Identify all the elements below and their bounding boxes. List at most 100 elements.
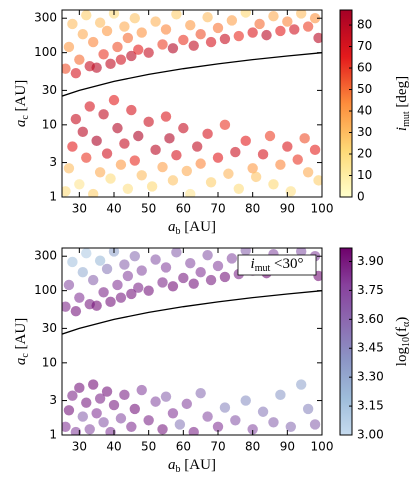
point (150, 396, 161, 407)
point (285, 421, 296, 432)
x-tick-label: 50 (141, 202, 156, 216)
label-part: [AU] (13, 80, 29, 115)
y-tick-label: 10 (42, 355, 57, 369)
x-tick-label: 70 (210, 202, 225, 216)
point (257, 406, 269, 417)
label-part: <30° (270, 256, 303, 272)
label-part: [AU] (181, 457, 216, 473)
point (226, 253, 238, 264)
point (247, 424, 258, 435)
label-part: a (13, 120, 29, 128)
point (91, 62, 102, 73)
point (98, 109, 109, 120)
point (275, 389, 286, 401)
point (205, 177, 217, 188)
point (195, 158, 206, 169)
point (174, 419, 186, 430)
x-tick-label: 60 (176, 440, 191, 454)
point (63, 279, 75, 291)
point (143, 47, 154, 58)
point (108, 399, 120, 411)
colorbar-tick-label: 30 (357, 125, 372, 139)
label-part: [deg] (394, 76, 410, 111)
point (112, 279, 123, 291)
point (264, 130, 276, 142)
point (129, 251, 140, 262)
x-tick-label: 40 (106, 440, 121, 454)
point (195, 29, 206, 40)
point (88, 274, 99, 286)
y-tick-label: 30 (42, 321, 57, 335)
point (185, 20, 196, 31)
x-tick-label: 70 (210, 440, 225, 454)
label-part: (f (394, 327, 410, 337)
point (160, 111, 172, 122)
point (115, 413, 127, 424)
point (62, 63, 71, 74)
point (202, 11, 213, 23)
point (88, 36, 99, 48)
subscript: α (401, 321, 412, 327)
point (219, 33, 231, 45)
point (302, 21, 314, 32)
colorbar (339, 9, 353, 198)
point (129, 13, 140, 24)
point (185, 188, 196, 197)
point (146, 181, 158, 192)
colorbar-tick-label: 3.75 (357, 283, 384, 297)
point (101, 148, 113, 159)
point (299, 133, 310, 144)
colorbar-tick-label: 60 (357, 61, 372, 75)
point (91, 408, 102, 419)
x-tick-label: 90 (280, 202, 295, 216)
point (133, 282, 144, 293)
point (261, 29, 272, 41)
colorbar-tick-label: 40 (357, 104, 372, 118)
y-tick-label: 100 (34, 45, 57, 59)
point (205, 36, 217, 48)
point (240, 10, 251, 18)
label-part: a (168, 457, 176, 473)
y-tick-label: 100 (34, 283, 57, 297)
plot-frame (61, 247, 323, 436)
point (171, 149, 182, 161)
point (115, 292, 127, 303)
point (101, 263, 113, 275)
x-tick-label: 90 (280, 440, 295, 454)
point (81, 152, 92, 163)
point (167, 43, 179, 54)
point (195, 387, 206, 399)
colorbar-tick-label: 3.90 (357, 254, 384, 268)
point (70, 113, 82, 125)
point (77, 411, 89, 422)
point (112, 122, 123, 134)
y-axis-label: ac [AU] (13, 318, 31, 365)
point (143, 116, 154, 128)
point (143, 415, 154, 426)
y-tick-label: 300 (34, 11, 57, 25)
point (230, 415, 241, 426)
label-part: a (13, 358, 29, 366)
subscript: c (20, 115, 31, 120)
label-part: ) (394, 317, 410, 322)
point (112, 41, 123, 53)
point (268, 417, 279, 428)
point (275, 25, 286, 37)
point (70, 426, 82, 435)
point (126, 104, 137, 116)
point (230, 146, 241, 158)
point (136, 27, 147, 38)
subscript: b (176, 464, 181, 475)
point (88, 188, 99, 197)
point (150, 254, 161, 265)
point (233, 30, 244, 42)
point (67, 390, 78, 401)
point (81, 10, 92, 21)
point (63, 405, 75, 416)
point (119, 21, 130, 32)
colorbar-label: log10(fα) (394, 317, 412, 366)
point (157, 161, 168, 173)
point (285, 186, 296, 197)
colorbar-tick-label: 80 (357, 18, 372, 32)
point (268, 11, 279, 22)
